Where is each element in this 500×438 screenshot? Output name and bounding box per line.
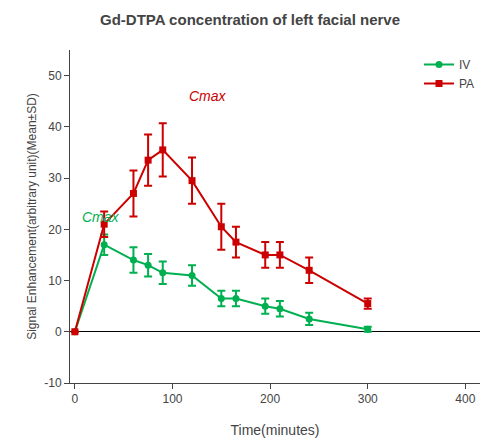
svg-text:10: 10	[48, 274, 62, 288]
svg-text:IV: IV	[459, 58, 470, 72]
svg-text:100: 100	[162, 392, 182, 406]
svg-text:Signal Enhancement(arbitrary u: Signal Enhancement(arbitrary unit)(Mean±…	[25, 93, 39, 340]
svg-text:0: 0	[55, 325, 62, 339]
svg-text:200: 200	[260, 392, 280, 406]
svg-text:Cmax: Cmax	[189, 88, 227, 104]
svg-text:PA: PA	[459, 77, 474, 91]
svg-text:20: 20	[48, 223, 62, 237]
svg-text:30: 30	[48, 171, 62, 185]
svg-text:50: 50	[48, 69, 62, 83]
svg-text:300: 300	[358, 392, 378, 406]
svg-text:Cmax: Cmax	[82, 209, 120, 225]
svg-text:Gd-DTPA concentration of left: Gd-DTPA concentration of left facial ner…	[100, 11, 400, 28]
svg-text:0: 0	[72, 392, 79, 406]
svg-text:40: 40	[48, 120, 62, 134]
svg-text:400: 400	[455, 392, 475, 406]
svg-text:-10: -10	[44, 376, 62, 390]
svg-text:Time(minutes): Time(minutes)	[231, 422, 320, 438]
